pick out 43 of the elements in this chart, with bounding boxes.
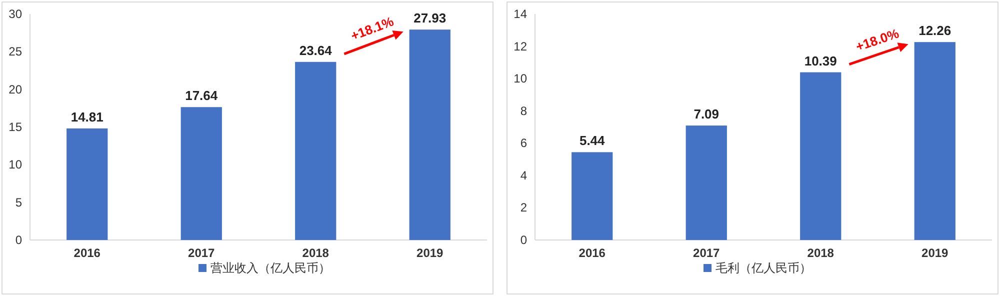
- x-tick-label: 2019: [416, 246, 444, 260]
- y-tick-label: 15: [8, 120, 22, 134]
- bar: [800, 72, 842, 240]
- x-tick-label: 2019: [922, 246, 949, 260]
- y-tick-label: 8: [520, 104, 528, 118]
- bar: [409, 30, 450, 240]
- data-label: 12.26: [918, 23, 952, 38]
- data-label: 17.64: [185, 88, 218, 104]
- y-tick-label: 14: [514, 7, 528, 21]
- data-label: 14.81: [70, 109, 104, 124]
- bar: [180, 107, 222, 240]
- y-tick-label: 30: [8, 7, 22, 21]
- data-label: 23.64: [299, 42, 333, 58]
- y-tick-label: 2: [520, 200, 528, 215]
- data-label: 5.44: [579, 133, 606, 148]
- annotation: +18.0%: [854, 26, 902, 54]
- x-tick-label: 2018: [807, 246, 834, 260]
- bar: [295, 62, 336, 240]
- x-tick-label: 2017: [693, 246, 720, 260]
- y-tick-label: 0: [520, 233, 528, 247]
- bar: [914, 42, 956, 240]
- bar: [686, 126, 727, 240]
- y-tick-label: 25: [8, 44, 22, 59]
- data-label: 10.39: [804, 53, 837, 68]
- y-tick-label: 10: [8, 158, 22, 172]
- x-tick-label: 2016: [578, 246, 606, 260]
- legend: 毛利（亿人民币）: [704, 261, 812, 275]
- y-tick-label: 20: [8, 82, 22, 96]
- legend: 营业收入（亿人民币）: [198, 261, 330, 275]
- y-tick-label: 12: [514, 39, 528, 54]
- y-tick-label: 5: [15, 195, 22, 210]
- bar: [66, 128, 108, 240]
- x-tick-label: 2016: [74, 246, 101, 260]
- y-tick-label: 0: [15, 233, 22, 247]
- bar: [572, 152, 613, 240]
- data-label: 7.09: [694, 106, 720, 122]
- y-tick-label: 4: [520, 168, 528, 182]
- x-tick-label: 2018: [302, 246, 330, 260]
- x-tick-label: 2017: [188, 246, 216, 260]
- y-tick-label: 10: [514, 72, 528, 86]
- y-tick-label: 6: [520, 136, 528, 150]
- data-label: 27.93: [414, 10, 446, 26]
- annotation: +18.1%: [348, 14, 396, 44]
